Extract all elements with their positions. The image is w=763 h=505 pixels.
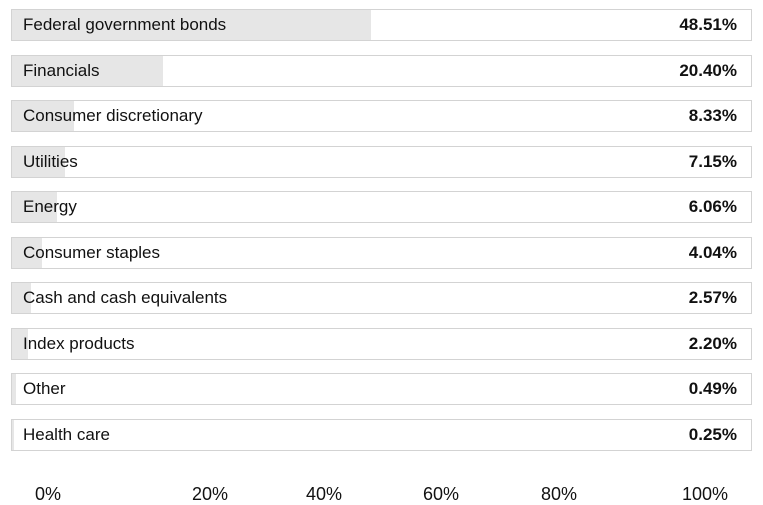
bar <box>12 146 65 177</box>
data-label: 7.15% <box>688 151 737 171</box>
bar-row: Other 0.49% <box>11 373 752 405</box>
x-tick-label: 20% <box>191 484 229 504</box>
bar <box>12 328 29 359</box>
data-label: 48.51% <box>679 15 737 34</box>
data-label: 2.57% <box>688 288 737 307</box>
bar <box>12 237 42 268</box>
data-label: 0.49% <box>688 379 737 398</box>
bar <box>12 374 16 404</box>
category-label: Cash and cash equivalents <box>23 288 228 307</box>
data-label: 4.04% <box>688 242 737 262</box>
bar <box>12 10 372 40</box>
bar-row: Consumer staples 4.04% <box>11 236 752 269</box>
category-label: Utilities <box>23 151 78 171</box>
bar-row: Health care 0.25% <box>11 418 752 451</box>
x-tick-label: 80% <box>540 484 578 504</box>
bar-row: Financials 20.40% <box>11 54 752 87</box>
x-tick-label: 60% <box>422 484 460 504</box>
category-label: Financials <box>23 60 100 80</box>
bar-row: Cash and cash equivalents 2.57% <box>11 282 752 314</box>
data-label: 20.40% <box>679 60 737 80</box>
bar-row: Energy 6.06% <box>11 191 752 223</box>
bar <box>12 101 74 131</box>
bar <box>12 283 32 313</box>
bar <box>12 192 57 222</box>
x-tick-label: 100% <box>681 484 729 504</box>
bar-row: Federal government bonds 48.51% <box>11 9 752 41</box>
category-label: Consumer staples <box>23 242 161 262</box>
x-tick-label: 0% <box>34 484 62 504</box>
bar-row: Utilities 7.15% <box>11 145 752 178</box>
data-label: 0.25% <box>688 424 737 444</box>
bar <box>12 419 14 450</box>
category-label: Other <box>23 379 66 398</box>
bar <box>12 55 164 86</box>
bar-row: Consumer discretionary 8.33% <box>11 100 752 132</box>
x-tick-label: 40% <box>305 484 343 504</box>
data-label: 6.06% <box>688 197 737 216</box>
data-label: 8.33% <box>688 106 737 125</box>
category-label: Energy <box>23 197 77 216</box>
category-label: Health care <box>23 424 110 444</box>
category-label: Index products <box>23 333 135 353</box>
category-label: Consumer discretionary <box>23 106 203 125</box>
bar-row: Index products 2.20% <box>11 327 752 360</box>
data-label: 2.20% <box>688 333 737 353</box>
category-label: Federal government bonds <box>23 15 227 34</box>
